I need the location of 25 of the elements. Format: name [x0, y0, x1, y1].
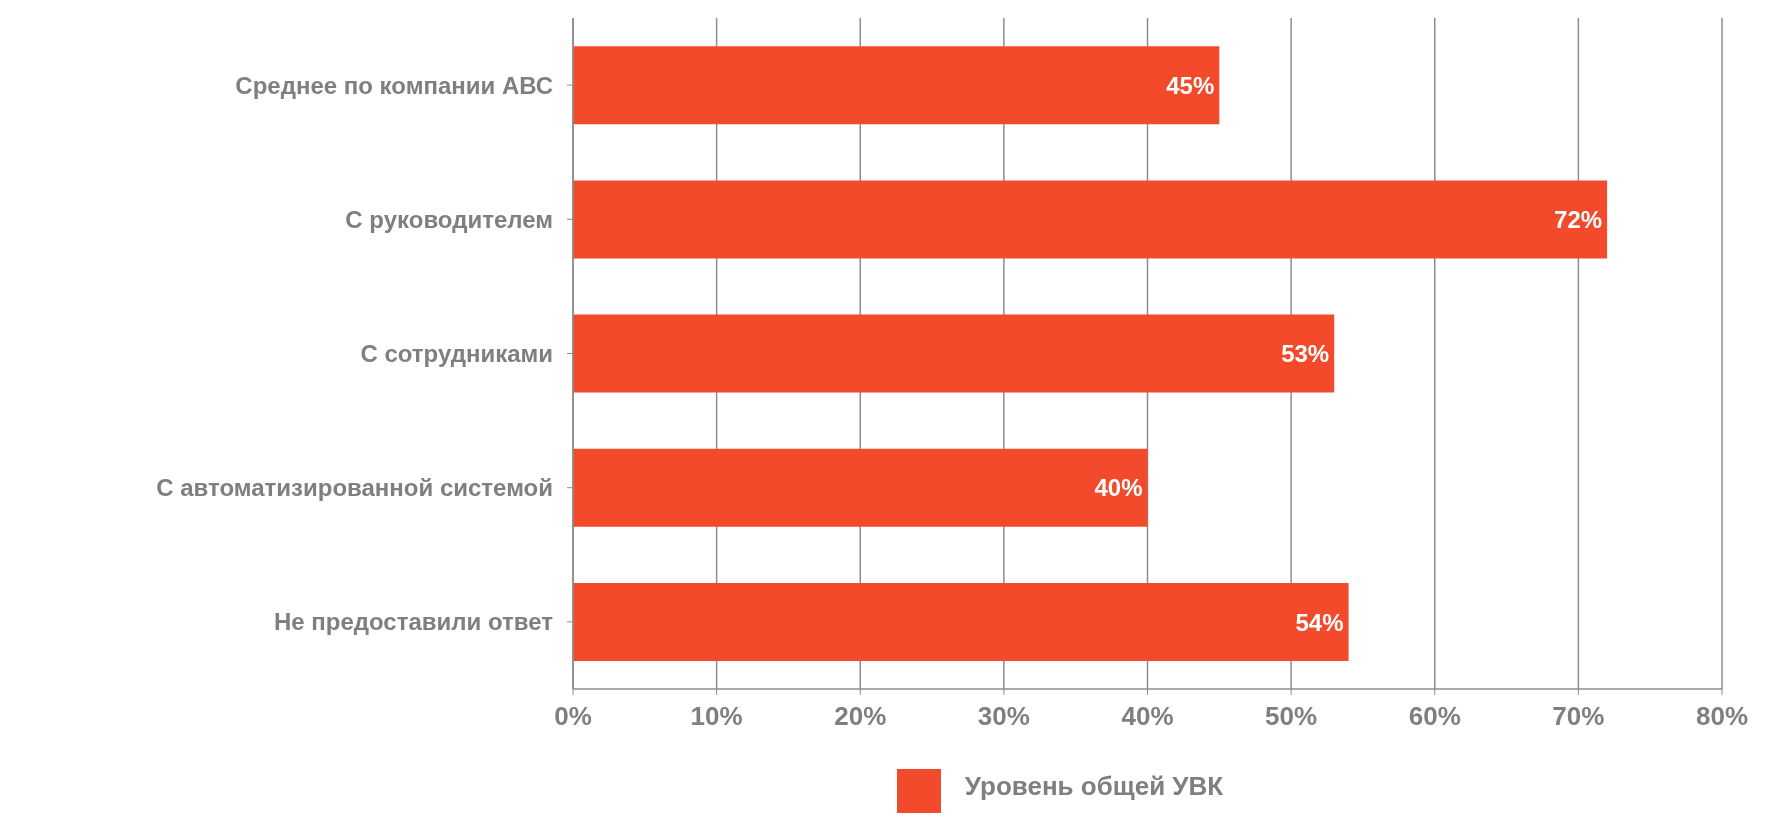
x-tick-label: 50%	[1265, 701, 1318, 732]
data-label: 54%	[1295, 608, 1344, 636]
x-tick-label: 10%	[690, 701, 743, 732]
legend-label: Уровень общей УВК	[964, 771, 1224, 802]
data-label: 40%	[1094, 474, 1143, 502]
bar	[573, 180, 1608, 259]
x-tick-label: 20%	[834, 701, 887, 732]
y-tick-label: С руководителем	[345, 205, 553, 233]
data-label: 72%	[1554, 205, 1603, 233]
data-label: 53%	[1281, 340, 1330, 368]
x-tick-label: 40%	[1121, 701, 1174, 732]
bar	[573, 46, 1220, 125]
y-tick-label: Среднее по компании АВС	[235, 71, 553, 99]
data-label: 45%	[1166, 71, 1215, 99]
bar	[573, 582, 1349, 661]
x-tick-label: 30%	[977, 701, 1030, 732]
bar	[573, 314, 1335, 393]
x-tick-label: 60%	[1408, 701, 1461, 732]
x-tick-label: 70%	[1552, 701, 1605, 732]
bar	[573, 448, 1148, 527]
x-tick-label: 80%	[1695, 701, 1749, 732]
y-tick-label: С сотрудниками	[360, 340, 553, 368]
y-tick-label: Не предоставили ответ	[273, 608, 554, 636]
x-tick-label: 0%	[554, 701, 592, 732]
y-tick-label: С автоматизированной системой	[156, 474, 553, 502]
